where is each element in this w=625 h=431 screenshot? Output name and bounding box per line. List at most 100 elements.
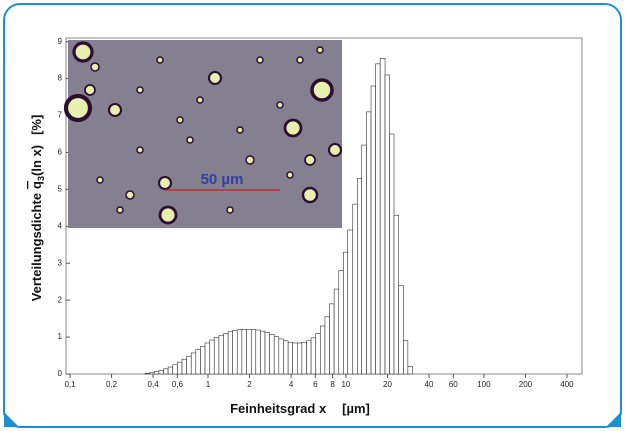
particle	[90, 62, 100, 72]
bar	[370, 85, 376, 375]
particle	[136, 146, 144, 154]
corner	[4, 412, 19, 427]
bar	[403, 340, 409, 375]
y-tick-label: 5	[58, 184, 63, 193]
bar	[366, 111, 372, 375]
bar	[158, 370, 164, 375]
bar	[172, 364, 178, 375]
bar	[181, 358, 187, 375]
bar	[227, 331, 233, 375]
y-label-subscript: 3	[36, 176, 46, 181]
bar	[352, 203, 358, 375]
bar	[186, 355, 192, 375]
bar	[223, 333, 229, 375]
particle	[96, 176, 104, 184]
bar	[306, 340, 312, 375]
bar	[361, 144, 367, 375]
bar	[204, 342, 211, 375]
bar	[375, 63, 381, 375]
bar	[232, 330, 238, 375]
bar	[379, 58, 386, 375]
y-tick-label: 6	[58, 148, 63, 157]
y-tick-label: 9	[58, 37, 63, 46]
bar	[209, 339, 215, 375]
particle	[136, 86, 144, 94]
particle	[207, 70, 223, 86]
particle	[176, 116, 184, 124]
bar	[347, 229, 354, 375]
particle	[116, 206, 124, 214]
bar	[283, 340, 289, 375]
y-label-argument: (ln x)	[29, 145, 44, 176]
particle	[186, 136, 194, 144]
bar	[149, 372, 155, 375]
particle	[156, 56, 164, 64]
bar	[144, 372, 150, 375]
bar	[260, 330, 266, 375]
bar	[338, 270, 344, 375]
bar	[218, 334, 225, 375]
bar	[310, 337, 317, 375]
particle	[310, 78, 334, 102]
x-tick-label: 20	[383, 380, 392, 389]
bar	[292, 342, 298, 375]
bar	[241, 329, 247, 375]
particle	[158, 205, 178, 225]
bar	[167, 366, 174, 375]
y-label-name: Verteilungsdichte	[29, 193, 44, 301]
bar	[329, 303, 335, 375]
particle	[236, 126, 244, 134]
micrograph: 50 µm	[63, 40, 343, 228]
x-tick-label: 0,1	[64, 380, 76, 389]
particle	[107, 102, 123, 118]
bar	[333, 288, 340, 375]
bar	[195, 349, 201, 375]
x-tick-label: 4	[289, 380, 294, 389]
particle	[283, 118, 303, 138]
x-tick-label: 40	[425, 380, 434, 389]
y-label-symbol: q	[29, 181, 44, 189]
bar	[324, 316, 330, 375]
particle	[196, 96, 204, 104]
bar	[200, 346, 206, 375]
x-tick-label: 1	[206, 380, 211, 389]
x-tick-label: 0,6	[172, 380, 184, 389]
bar	[398, 285, 404, 375]
particle	[276, 101, 284, 109]
y-tick-label: 7	[58, 111, 63, 120]
y-tick-label: 1	[58, 332, 63, 341]
bar	[264, 332, 270, 375]
bar	[213, 337, 220, 375]
x-tick-label: 2	[247, 380, 252, 389]
bar	[384, 74, 390, 375]
bar	[278, 338, 284, 375]
y-tick-label: 3	[58, 258, 63, 267]
particle	[304, 154, 316, 166]
particle	[245, 155, 255, 165]
x-tick-label: 400	[560, 380, 574, 389]
particle	[125, 190, 135, 200]
particle	[256, 56, 264, 64]
marks: 0 1 2 3 4 5 6 7 8 9 0,1 0,2 0,4 0,6 1 2 4 6 8 10 20 40 60 100 20…	[58, 37, 575, 389]
bar	[273, 336, 280, 375]
particle	[226, 206, 234, 214]
y-tick-label: 8	[58, 74, 63, 83]
y-tick-label: 2	[58, 295, 63, 304]
x-label-name: Feinheitsgrad x	[230, 401, 327, 416]
y-axis-label: Verteilungsdichte q3(ln x) [%]	[29, 115, 46, 302]
bar	[287, 341, 293, 375]
y-tick-label: 4	[58, 221, 63, 230]
bar	[389, 133, 395, 375]
particle	[84, 84, 96, 96]
bar	[301, 341, 307, 375]
bar	[269, 334, 275, 375]
bar	[297, 342, 303, 375]
bar	[153, 371, 160, 375]
particle	[327, 142, 343, 158]
bar	[343, 251, 349, 375]
x-tick-label: 0,4	[148, 380, 160, 389]
bar	[407, 366, 413, 375]
bar	[246, 329, 252, 375]
